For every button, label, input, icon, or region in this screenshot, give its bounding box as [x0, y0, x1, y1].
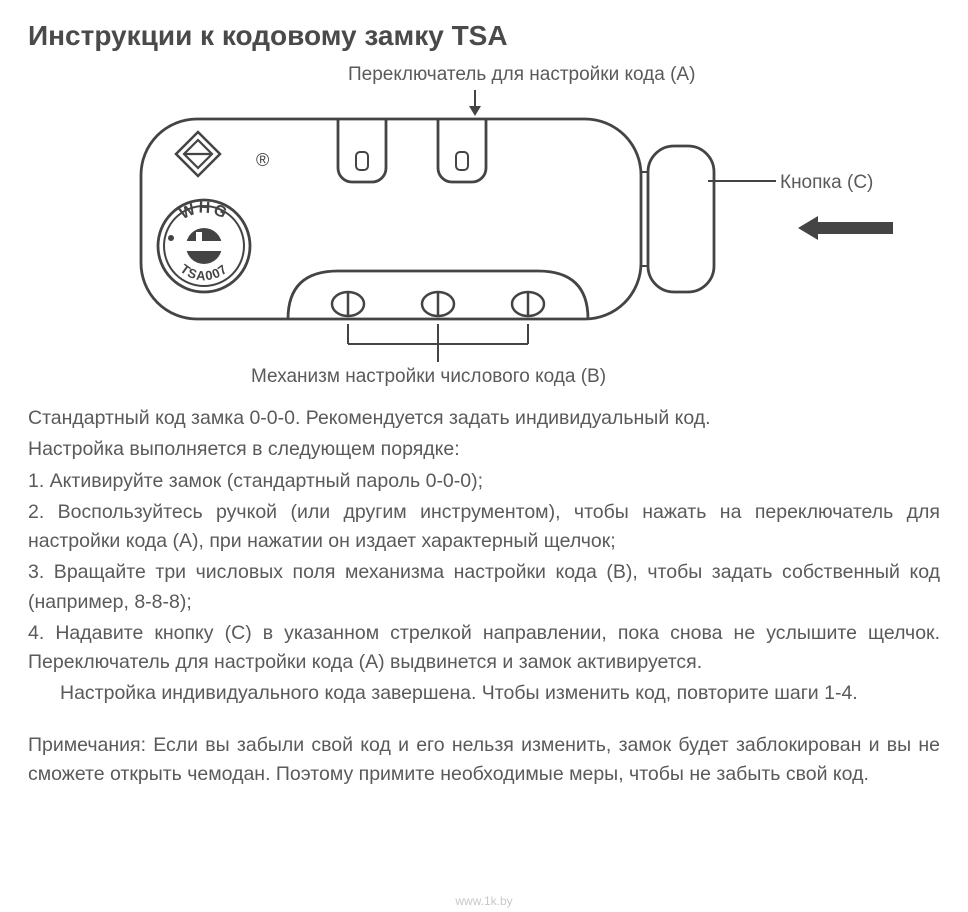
conclusion: Настройка индивидуального кода завершена… [28, 679, 940, 708]
watermark-url: www.1k.by [455, 894, 512, 908]
dial-2 [422, 292, 454, 316]
lock-diagram: Переключатель для настройки кода (А) ® [28, 64, 940, 404]
note: Примечания: Если вы забыли свой код и ег… [28, 731, 940, 790]
step-3: 3. Вращайте три числовых поля механизма … [28, 558, 940, 617]
step-1: 1. Активируйте замок (стандартный пароль… [28, 467, 940, 496]
dial-3 [512, 292, 544, 316]
pointer-line-c [708, 180, 776, 182]
label-mechanism-b: Механизм настройки числового кода (В) [251, 366, 606, 388]
intro-line-2: Настройка выполняется в следующем порядк… [28, 435, 940, 464]
label-switch-a: Переключатель для настройки кода (А) [348, 64, 695, 86]
registered-mark: ® [256, 150, 269, 170]
lock-body-icon: ® WHG TSA007 [138, 116, 728, 326]
arrow-left-icon [798, 214, 893, 242]
intro-line-1: Стандартный код замка 0-0-0. Рекомендует… [28, 404, 940, 433]
instructions-text: Стандартный код замка 0-0-0. Рекомендует… [28, 404, 940, 789]
label-button-c: Кнопка (С) [780, 172, 873, 194]
page-title: Инструкции к кодовому замку TSA [28, 20, 940, 52]
dial-1 [332, 292, 364, 316]
step-2: 2. Воспользуйтесь ручкой (или другим инс… [28, 498, 940, 557]
step-4: 4. Надавите кнопку (С) в указанном стрел… [28, 619, 940, 678]
svg-text:TSA007: TSA007 [178, 261, 231, 283]
arrow-down-icon [465, 90, 485, 116]
bracket-b-icon [303, 324, 553, 364]
